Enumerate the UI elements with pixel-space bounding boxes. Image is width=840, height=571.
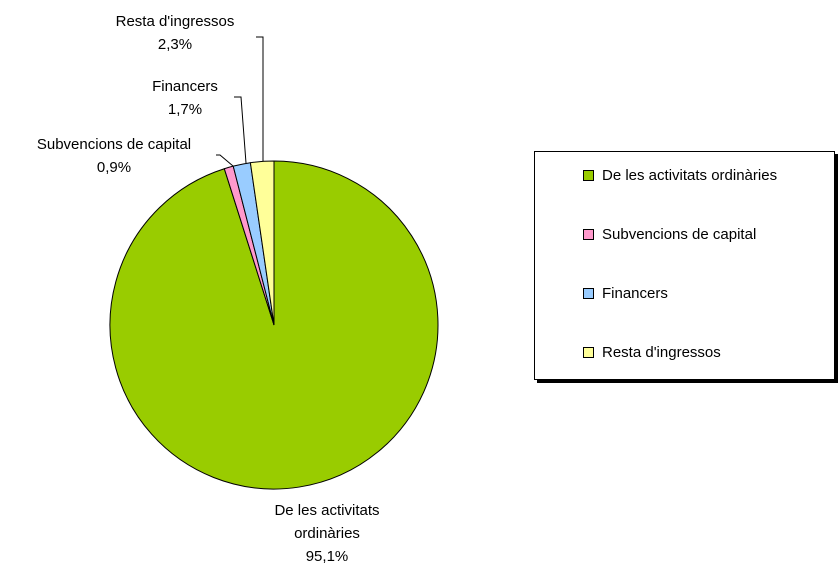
slice-label: Financers 1,7% (152, 75, 218, 121)
leader-line (256, 36, 264, 162)
leader-lines (216, 36, 264, 167)
legend-swatch (583, 170, 594, 181)
legend-label: Subvencions de capital (602, 226, 757, 243)
slice-category: Subvencions de capital (36, 136, 192, 153)
legend-label: De les activitats ordinàries (602, 167, 778, 184)
slice-label: De les activitats ordinàries 95,1% (252, 499, 402, 568)
legend-item: De les activitats ordinàries (583, 167, 777, 184)
legend-item: Resta d'ingressos (583, 344, 721, 361)
slice-label: Resta d'ingressos 2,3% (116, 10, 235, 56)
pie-slice (249, 160, 275, 326)
slice-value: 2,3% (157, 36, 193, 53)
legend-label: Resta d'ingressos (602, 344, 721, 361)
legend-label: Financers (602, 285, 668, 302)
leader-line (216, 154, 234, 167)
slice-value: 95,1% (305, 548, 349, 565)
legend: De les activitats ordinàries Subvencions … (534, 151, 835, 380)
legend-swatch (583, 347, 594, 358)
legend-swatch (583, 288, 594, 299)
slice-category: Resta d'ingressos (115, 13, 235, 30)
leader-line (234, 96, 247, 164)
slice-label: Subvencions de capital 0,9% (37, 133, 191, 179)
legend-item: Subvencions de capital (583, 226, 756, 243)
legend-swatch (583, 229, 594, 240)
slice-value: 1,7% (167, 101, 203, 118)
slice-category: Financers (152, 78, 218, 95)
slice-value: 0,9% (96, 159, 132, 176)
legend-item: Financers (583, 285, 668, 302)
slice-category: De les activitats ordinàries (274, 502, 380, 542)
